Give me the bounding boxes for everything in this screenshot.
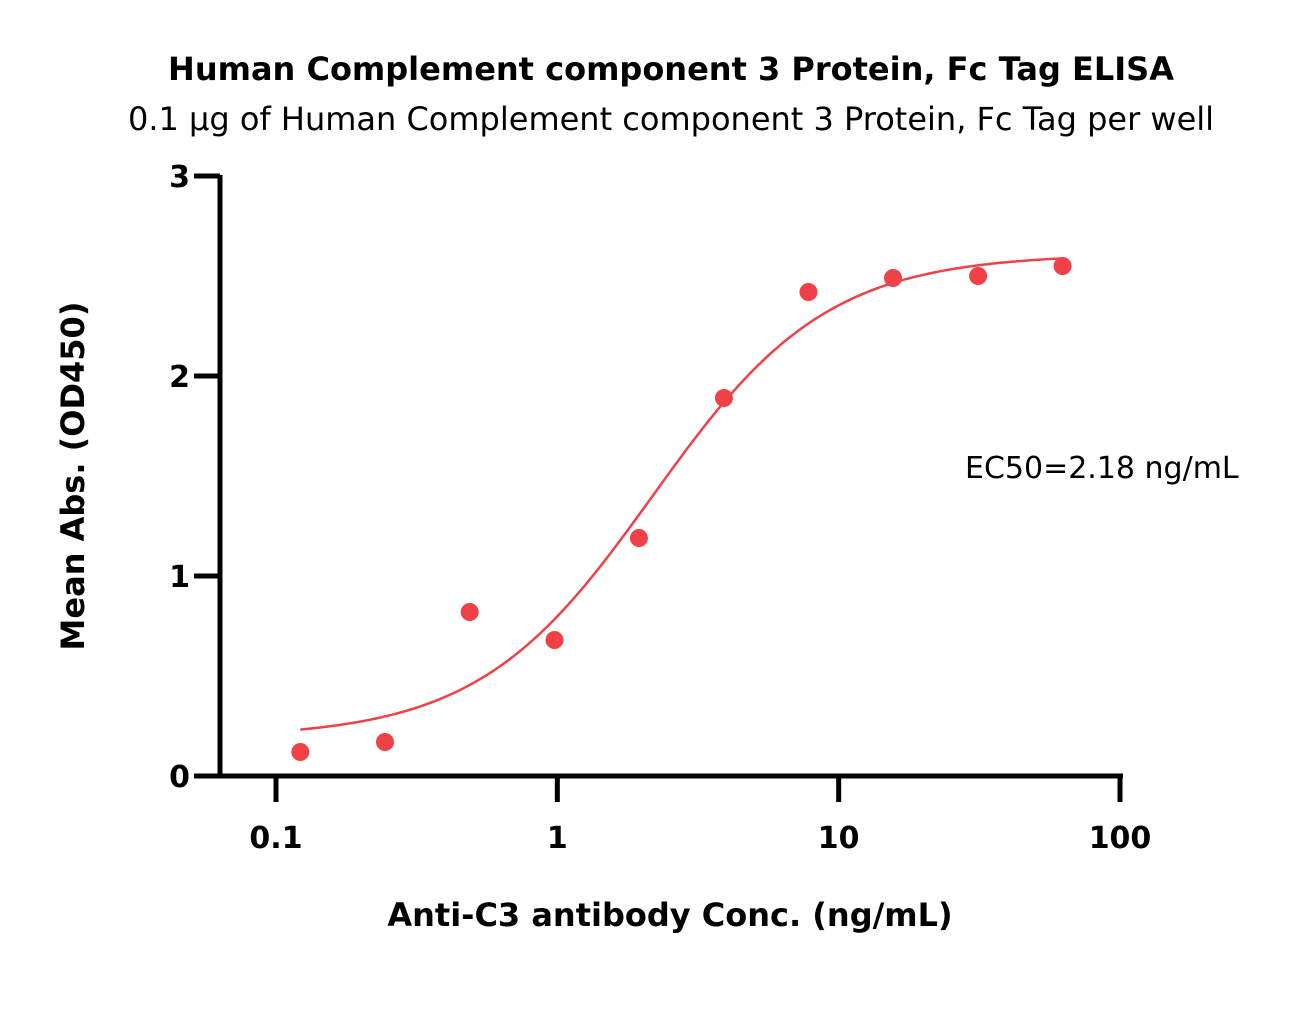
y-ticks: 0 1 2 3 [169,160,220,795]
data-point [799,283,818,301]
data-points [291,257,1072,761]
fit-curve [300,257,1063,731]
data-point [629,529,648,547]
chart-subtitle: 0.1 μg of Human Complement component 3 P… [128,100,1214,138]
ec50-annotation: EC50=2.18 ng/mL [965,451,1239,486]
x-ticks: 0.1 1 10 100 [249,776,1151,856]
y-tick-label: 0 [169,760,190,795]
data-point [969,267,988,285]
data-point [375,733,394,751]
y-tick-label: 2 [169,360,190,395]
y-tick-label: 3 [169,160,190,195]
data-point [1053,257,1072,275]
x-tick-label: 1 [547,821,568,856]
data-point [883,269,902,287]
y-axis-label: Mean Abs. (OD450) [54,302,92,651]
data-point [460,603,479,621]
data-point [545,631,564,649]
x-axis-label: Anti-C3 antibody Conc. (ng/mL) [387,896,952,934]
x-tick-label: 10 [818,821,860,856]
x-tick-label: 0.1 [249,821,302,856]
data-point [714,389,733,407]
chart-title: Human Complement component 3 Protein, Fc… [168,50,1174,88]
y-tick-label: 1 [169,560,190,595]
x-tick-label: 100 [1089,821,1152,856]
data-point [291,743,310,761]
axes [217,175,1123,779]
